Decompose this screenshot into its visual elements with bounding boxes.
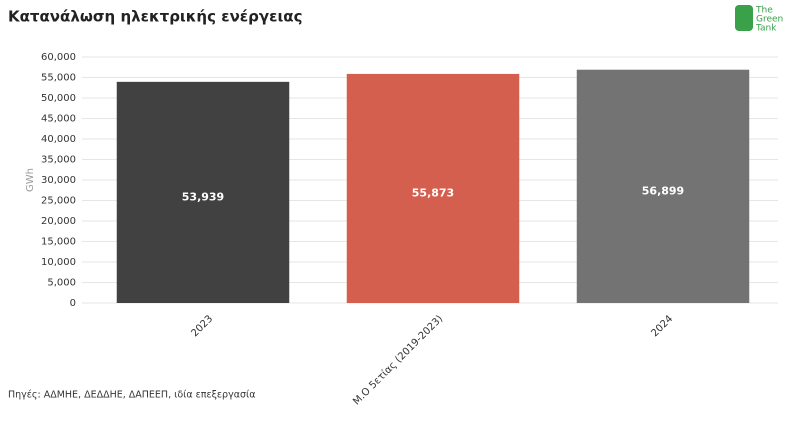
value-label: 53,939 [182, 190, 224, 203]
chart-title: Κατανάλωση ηλεκτρικής ενέργειας [8, 8, 303, 26]
y-tick-label: 35,000 [41, 155, 76, 166]
bar [576, 69, 750, 303]
source-note: Πηγές: ΑΔΜΗΕ, ΔΕΔΔΗΕ, ΔΑΠΕΕΠ, ιδία επεξε… [8, 390, 255, 401]
y-axis-label: GWh [25, 168, 36, 192]
x-tick-label: 2023 [189, 313, 215, 339]
logo-icon [735, 5, 753, 31]
logo-text: The [755, 6, 773, 16]
y-tick-label: 40,000 [41, 134, 76, 145]
logo: The Green Tank [735, 5, 783, 34]
y-tick-label: 45,000 [41, 114, 76, 125]
x-tick-label: Μ.Ο 5ετίας (2019-2023) [351, 313, 446, 408]
y-tick-label: 60,000 [41, 52, 76, 63]
bar [346, 73, 520, 303]
y-tick-label: 55,000 [41, 73, 76, 84]
y-tick-label: 20,000 [41, 216, 76, 227]
y-tick-label: 10,000 [41, 257, 76, 268]
logo-text: Green [756, 15, 783, 25]
y-tick-label: 0 [70, 298, 76, 309]
value-label: 56,899 [642, 184, 684, 197]
logo-text: Tank [755, 24, 777, 34]
y-tick-label: 50,000 [41, 93, 76, 104]
x-tick-label: 2024 [649, 313, 675, 339]
y-tick-label: 5,000 [47, 278, 76, 289]
value-label: 55,873 [412, 186, 454, 199]
y-tick-label: 15,000 [41, 237, 76, 248]
y-tick-label: 25,000 [41, 196, 76, 207]
bar [116, 81, 290, 303]
y-tick-label: 30,000 [41, 175, 76, 186]
